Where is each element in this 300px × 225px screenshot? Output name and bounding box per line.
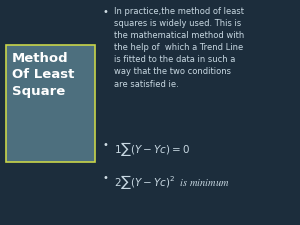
Text: •: • xyxy=(102,7,108,17)
Text: •: • xyxy=(102,140,108,149)
Text: In practice,the method of least
squares is widely used. This is
the mathematical: In practice,the method of least squares … xyxy=(114,7,244,89)
Text: $2\sum(Y - Yc)^2$  is minimum: $2\sum(Y - Yc)^2$ is minimum xyxy=(114,173,230,191)
Text: Method
Of Least
Square: Method Of Least Square xyxy=(12,52,74,98)
Text: $1\sum(Y - Yc) = 0$: $1\sum(Y - Yc) = 0$ xyxy=(114,140,190,158)
Text: •: • xyxy=(102,173,108,183)
FancyBboxPatch shape xyxy=(6,45,94,162)
